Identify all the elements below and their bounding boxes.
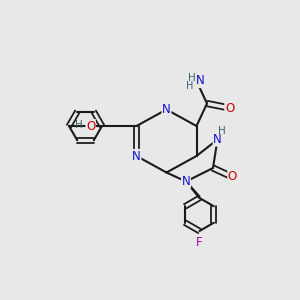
Text: H: H (218, 126, 226, 136)
Text: N: N (162, 103, 171, 116)
Text: H: H (188, 73, 196, 83)
Text: F: F (196, 236, 203, 249)
Text: O: O (225, 101, 234, 115)
Text: N: N (132, 149, 141, 163)
Text: O: O (228, 170, 237, 184)
Text: N: N (213, 133, 222, 146)
Text: N: N (196, 74, 205, 88)
Text: O: O (86, 119, 95, 133)
Text: H: H (186, 81, 194, 92)
Text: N: N (182, 175, 190, 188)
Text: H: H (75, 119, 83, 130)
